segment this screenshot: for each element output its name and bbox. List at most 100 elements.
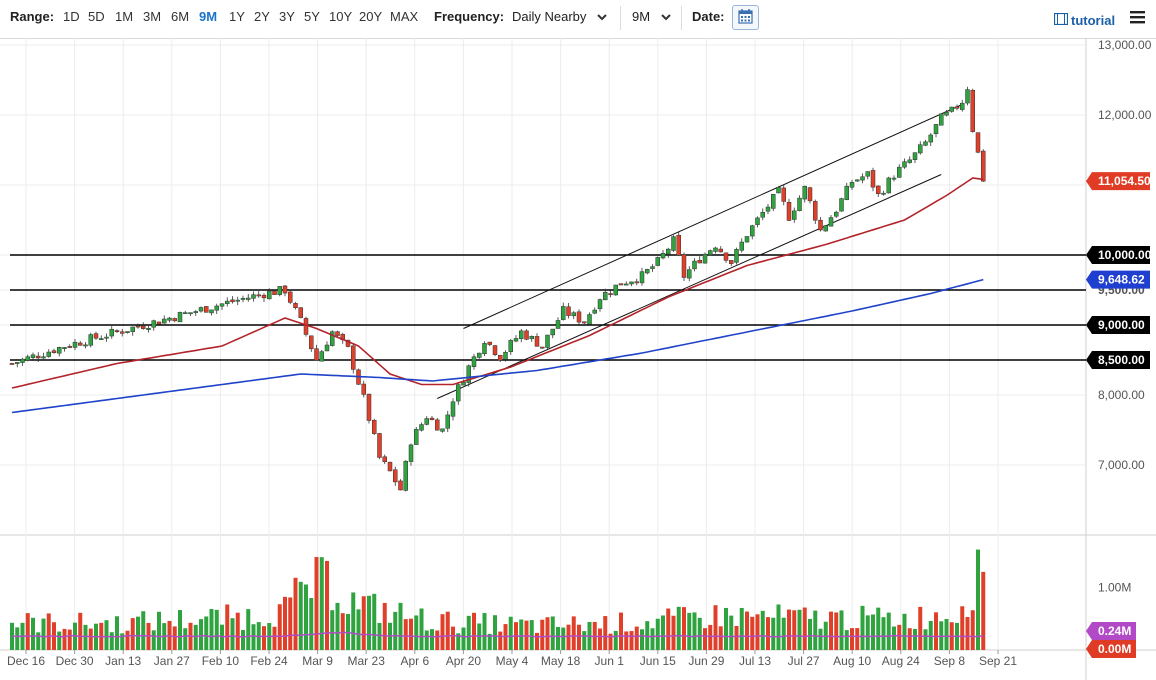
candle-body (886, 177, 891, 194)
volume-bar (115, 616, 119, 650)
price-chart[interactable]: Dec 16 Dec 30 Jan 13 Jan 27 Feb 10 Feb 24 Mar … (0, 38, 1156, 680)
horizontal-levels (10, 254, 1086, 361)
candle-body (398, 480, 403, 491)
volume-bars (10, 549, 986, 650)
film-icon[interactable] (1054, 13, 1068, 25)
volume-bar (151, 630, 156, 650)
candle-body (177, 312, 183, 323)
period-dropdown[interactable]: 9M (632, 9, 651, 24)
candle-body (314, 348, 319, 361)
chart-toolbar: Range: 1D 5D 1M 3M 6M 9M 1Y 2Y 3Y 5Y 10Y… (0, 0, 1156, 39)
volume-bar (67, 629, 72, 650)
level-badge: 9,000.00 (1086, 316, 1150, 334)
frequency-dropdown[interactable]: Daily Nearby (512, 9, 587, 24)
range-6m-button[interactable]: 6M (171, 9, 190, 24)
candle-body (718, 248, 723, 253)
range-2y-button[interactable]: 2Y (254, 9, 270, 24)
volume-bar (676, 606, 681, 650)
volume-bar (981, 571, 986, 650)
range-5y-button[interactable]: 5Y (304, 9, 320, 24)
candle-body (813, 201, 818, 221)
ma200-badge: 9,648.62 (1086, 270, 1150, 289)
candle-body (57, 347, 62, 354)
candle-body (765, 206, 771, 212)
hamburger-menu-icon[interactable] (1130, 10, 1145, 24)
volume-bar (692, 612, 697, 650)
volume-bar (519, 619, 524, 650)
volume-bar (907, 628, 912, 650)
volume-bar (855, 628, 860, 650)
volume-bar (109, 632, 114, 650)
candle-body (713, 247, 718, 252)
trend-channel-line (463, 104, 963, 329)
volume-bar (409, 618, 413, 650)
candle-body (414, 429, 419, 445)
level-badge-shape (1086, 246, 1150, 264)
candle-body (419, 424, 424, 431)
volume-bar (461, 627, 466, 650)
candle-body (970, 90, 975, 132)
range-3m-button[interactable]: 3M (143, 9, 162, 24)
range-max-button[interactable]: MAX (390, 9, 419, 24)
volume-bar (120, 633, 125, 650)
candle-body (561, 306, 566, 320)
moving-averages (11, 177, 984, 414)
range-1d-button[interactable]: 1D (63, 9, 80, 24)
range-1y-button[interactable]: 1Y (229, 9, 245, 24)
range-10y-button[interactable]: 10Y (329, 9, 353, 24)
volume-bar (230, 618, 235, 650)
candle-body (46, 351, 51, 357)
candle-body (608, 293, 613, 296)
range-5d-button[interactable]: 5D (88, 9, 105, 24)
level-badge-text: 8,500.00 (1098, 353, 1145, 367)
range-9m-button[interactable]: 9M (199, 9, 218, 24)
candle-body (361, 383, 366, 395)
volume-bar (561, 627, 566, 650)
candle-body (750, 225, 755, 237)
candle-body (377, 433, 382, 458)
candle-body (382, 456, 387, 463)
range-3y-button[interactable]: 3Y (279, 9, 295, 24)
candle-body (734, 249, 739, 263)
x-tick-label: May 4 (496, 654, 529, 668)
chevron-down-icon[interactable] (660, 11, 672, 23)
candle-body (183, 312, 188, 315)
last-volume-badge-text: 0.00M (1098, 642, 1131, 656)
volume-bar (645, 621, 650, 650)
candle-body (839, 198, 844, 212)
range-20y-button[interactable]: 20Y (359, 9, 383, 24)
volume-bar (802, 607, 807, 650)
candle-body (881, 192, 886, 195)
calendar-button[interactable] (732, 5, 759, 30)
level-badge-text: 9,000.00 (1098, 318, 1145, 332)
candle-body (729, 260, 734, 264)
level-badge: 10,000.00 (1086, 246, 1152, 264)
tutorial-link[interactable]: tutorial (1071, 13, 1116, 28)
candle-body (545, 334, 550, 348)
candle-body (618, 283, 624, 286)
candle-body (975, 132, 981, 153)
candle-body (324, 344, 330, 352)
axis-labels: Dec 16 Dec 30 Jan 13 Jan 27 Feb 10 Feb 24 Mar … (7, 38, 1152, 668)
volume-bar (850, 628, 854, 650)
candle-body (240, 298, 246, 300)
candle-body (209, 309, 214, 314)
range-1m-button[interactable]: 1M (115, 9, 134, 24)
level-badge: 8,500.00 (1086, 351, 1150, 369)
last-volume-badge: 0.00M (1086, 640, 1136, 658)
chevron-down-icon[interactable] (596, 11, 608, 23)
range-label: Range: (10, 9, 55, 24)
volume-bar (356, 609, 361, 650)
volume-bar (923, 629, 928, 650)
candle-body (319, 351, 324, 362)
volume-bar (976, 549, 980, 650)
volume-bar (650, 628, 655, 650)
volume-bar (776, 604, 781, 650)
candle-body (849, 182, 855, 188)
calendar-icon (738, 9, 753, 24)
candle-body (288, 291, 293, 303)
candle-body (15, 362, 20, 364)
candle-body (503, 351, 508, 360)
candle-body (702, 253, 708, 264)
candle-body (188, 312, 193, 315)
